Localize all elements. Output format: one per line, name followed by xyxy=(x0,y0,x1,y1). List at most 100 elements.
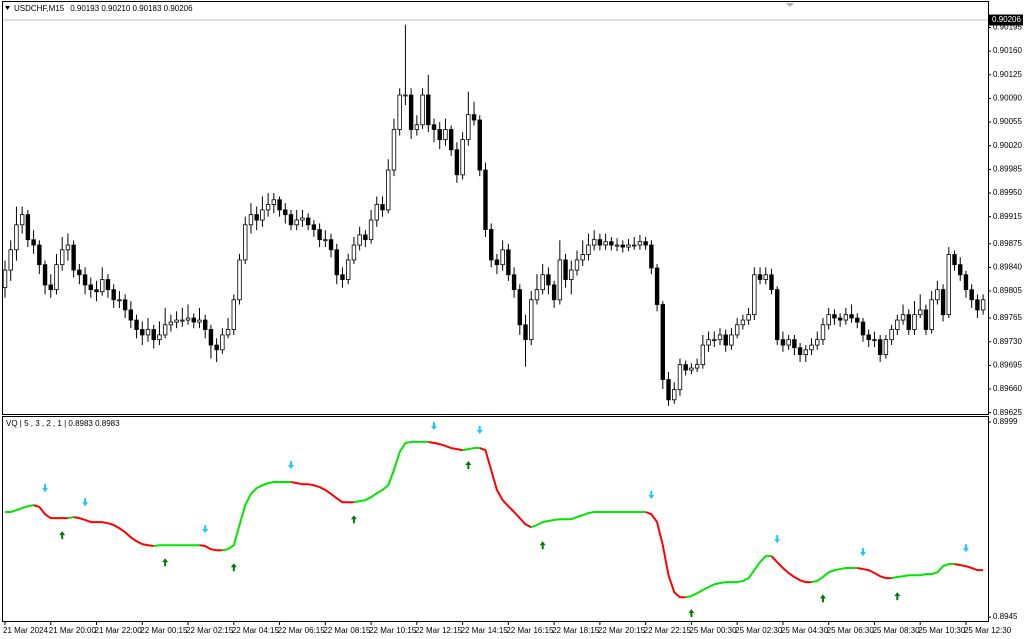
candle-body xyxy=(752,274,757,316)
vq-line xyxy=(811,566,858,584)
candle-body xyxy=(243,224,248,261)
candle-body xyxy=(723,334,728,346)
y-tick-label: 0.89875 xyxy=(993,239,1022,248)
candle-body xyxy=(466,114,471,141)
candle-body xyxy=(609,241,614,246)
candle-body xyxy=(677,364,683,391)
candle-body xyxy=(832,314,837,319)
candle-body xyxy=(706,339,711,346)
candle-body xyxy=(60,249,65,266)
candle-body xyxy=(386,169,391,211)
candle-body xyxy=(940,289,946,316)
candle-body xyxy=(757,274,763,280)
candle-body xyxy=(14,224,19,251)
y-tick-label: 0.90055 xyxy=(993,117,1022,126)
candle-body xyxy=(517,289,522,326)
y-tick-label: 0.90090 xyxy=(993,94,1022,103)
candle-body xyxy=(122,299,128,311)
sell-arrow xyxy=(431,422,437,431)
vq-line xyxy=(428,440,463,452)
candle-body xyxy=(963,274,969,291)
x-tick-label: 22 Mar 16:15 xyxy=(506,626,554,635)
candle-body xyxy=(300,217,305,221)
sell-arrow xyxy=(476,426,483,435)
vq-line xyxy=(67,516,74,520)
candle-body xyxy=(849,314,854,319)
candle-body xyxy=(82,274,88,286)
candle-body xyxy=(431,124,437,130)
vq-line xyxy=(954,563,984,572)
candle-body xyxy=(672,389,677,401)
sell-arrow xyxy=(774,535,781,544)
x-tick-label: 22 Mar 10:15 xyxy=(369,626,417,635)
y-tick-label: 0.90195 xyxy=(993,23,1022,32)
indicator-title: VQ | 5 , 3 , 2 , 1 | 0.8983 0.8983 xyxy=(6,419,120,428)
candle-body xyxy=(895,319,900,330)
sell-arrow xyxy=(82,498,89,507)
candle-body xyxy=(620,244,625,248)
candle-body xyxy=(763,274,768,280)
candle-body xyxy=(557,259,563,301)
y-tick-label: 0.89695 xyxy=(993,360,1022,369)
candle-body xyxy=(746,314,751,321)
candle-body xyxy=(48,284,53,291)
candle-body xyxy=(414,124,420,130)
sell-arrow xyxy=(962,544,969,553)
symbol-menu-icon[interactable] xyxy=(5,6,10,10)
candle-body xyxy=(563,259,568,280)
candle-body xyxy=(912,314,917,330)
candle-body xyxy=(277,199,282,211)
candle-body xyxy=(546,274,551,286)
candle-body xyxy=(117,299,122,302)
candle-body xyxy=(54,264,59,291)
candle-body xyxy=(283,209,288,216)
candle-body xyxy=(929,299,934,330)
y-tick-label: 0.8999 xyxy=(993,417,1018,426)
candle-body xyxy=(666,379,671,401)
main-panel-frame xyxy=(2,1,989,415)
candle-body xyxy=(185,317,191,321)
candle-body xyxy=(162,324,168,336)
candle-body xyxy=(448,129,454,151)
y-tick-label: 0.90020 xyxy=(993,141,1022,150)
candle-body xyxy=(740,319,746,326)
candle-body xyxy=(689,367,694,371)
candle-body xyxy=(151,329,156,341)
sell-arrow xyxy=(648,491,655,500)
x-tick-label: 25 Mar 04:30 xyxy=(781,626,829,635)
candle-body xyxy=(328,239,334,251)
candle-body xyxy=(700,344,706,366)
candle-body xyxy=(775,289,780,341)
candle-body xyxy=(860,321,866,336)
x-tick-label: 25 Mar 02:30 xyxy=(735,626,783,635)
candle-body xyxy=(969,289,974,301)
candle-body xyxy=(260,209,265,221)
candle-body xyxy=(734,324,740,336)
candle-body xyxy=(660,304,665,380)
candle-body xyxy=(391,129,397,171)
candle-body xyxy=(191,317,196,323)
x-tick-label: 22 Mar 18:15 xyxy=(552,626,600,635)
candle-body xyxy=(202,319,208,330)
candle-body xyxy=(443,129,448,141)
candle-body xyxy=(780,339,786,346)
x-tick-label: 22 Mar 02:15 xyxy=(186,626,234,635)
candle-body xyxy=(317,229,322,241)
y-tick-label: 0.89765 xyxy=(993,313,1022,322)
candle-body xyxy=(889,329,894,341)
vq-line xyxy=(462,447,480,452)
buy-arrow xyxy=(819,594,826,603)
candle-body xyxy=(471,114,477,121)
candle-body xyxy=(815,339,820,346)
candle-body xyxy=(351,244,357,261)
candle-body xyxy=(837,317,843,321)
candle-body xyxy=(168,321,174,326)
ohlc-header: 0.90193 0.90210 0.90183 0.90206 xyxy=(70,4,193,13)
vq-line xyxy=(222,481,291,552)
candle-body xyxy=(488,229,494,261)
candle-body xyxy=(551,284,557,301)
candle-body xyxy=(597,239,603,246)
candle-body xyxy=(923,309,929,330)
vq-line xyxy=(33,504,68,520)
